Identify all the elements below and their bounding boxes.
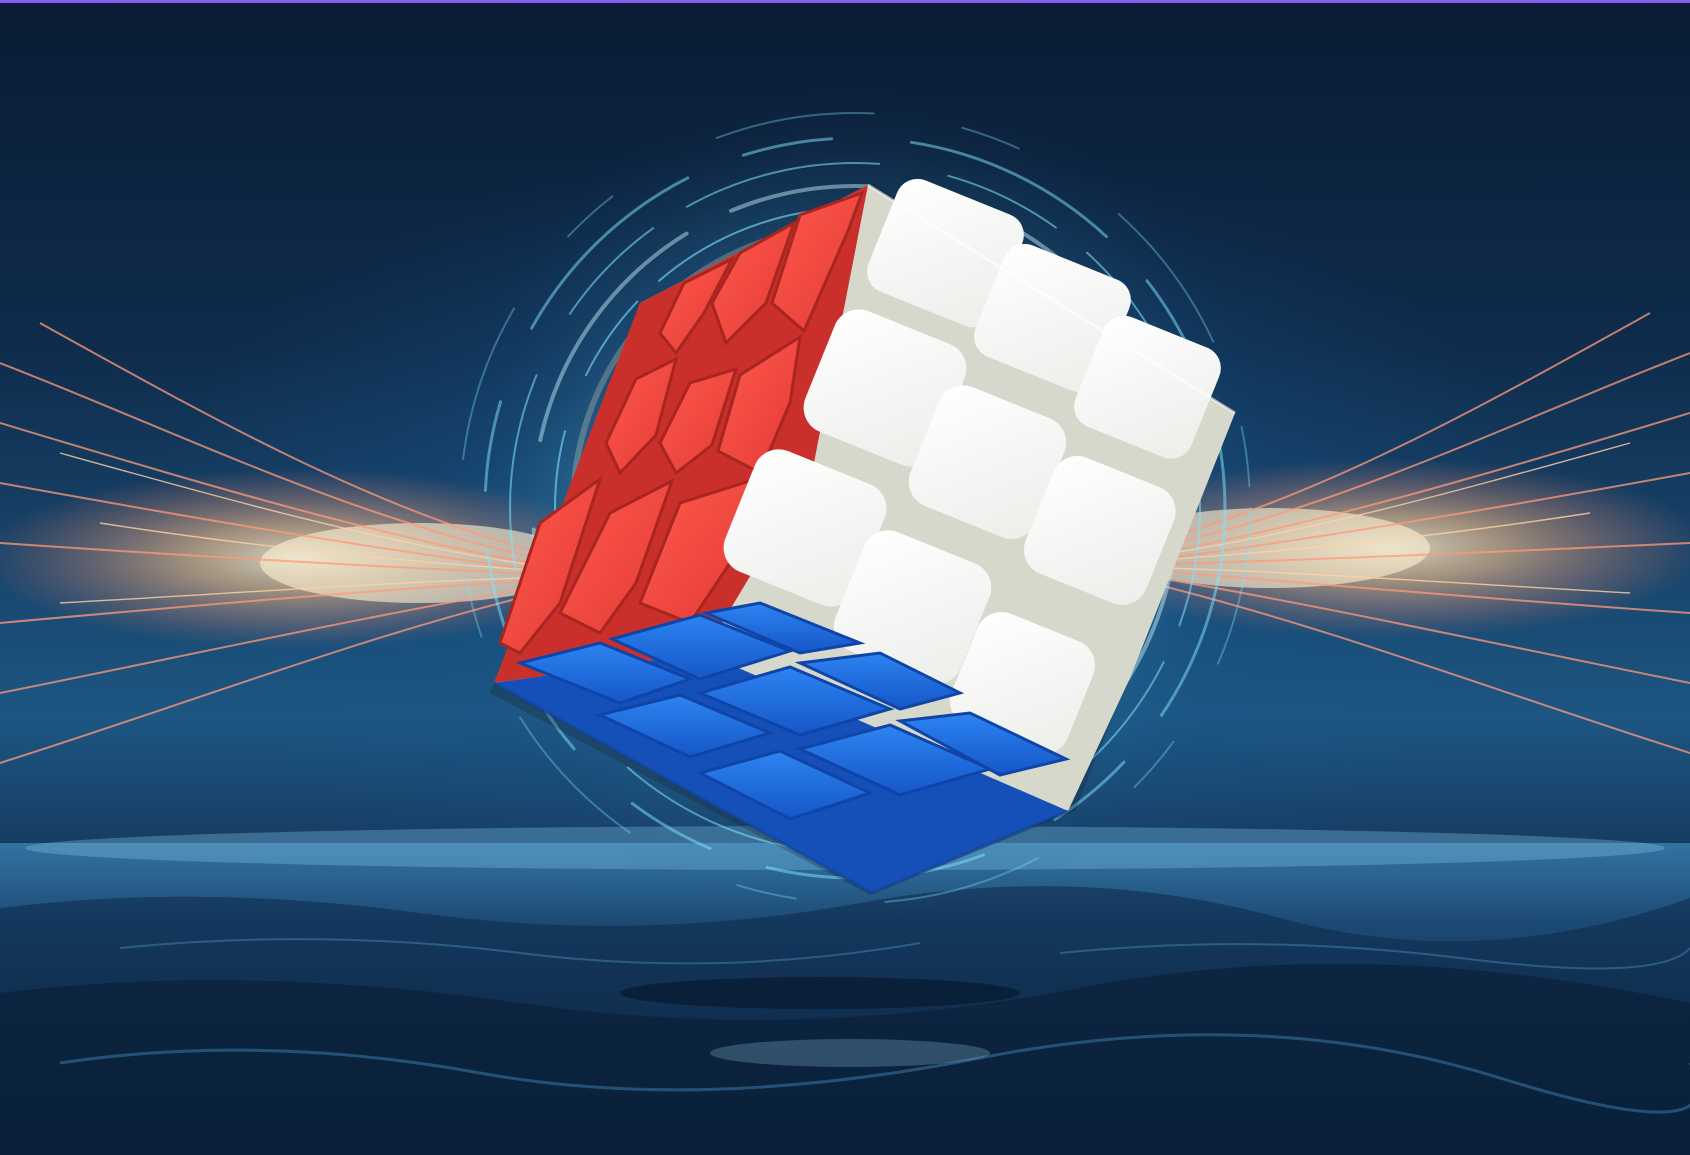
red-face [494, 185, 868, 683]
blue-face [494, 601, 1071, 893]
white-face [723, 178, 1221, 755]
scene-svg [0, 88, 1690, 1155]
cube-icon [490, 178, 1236, 895]
